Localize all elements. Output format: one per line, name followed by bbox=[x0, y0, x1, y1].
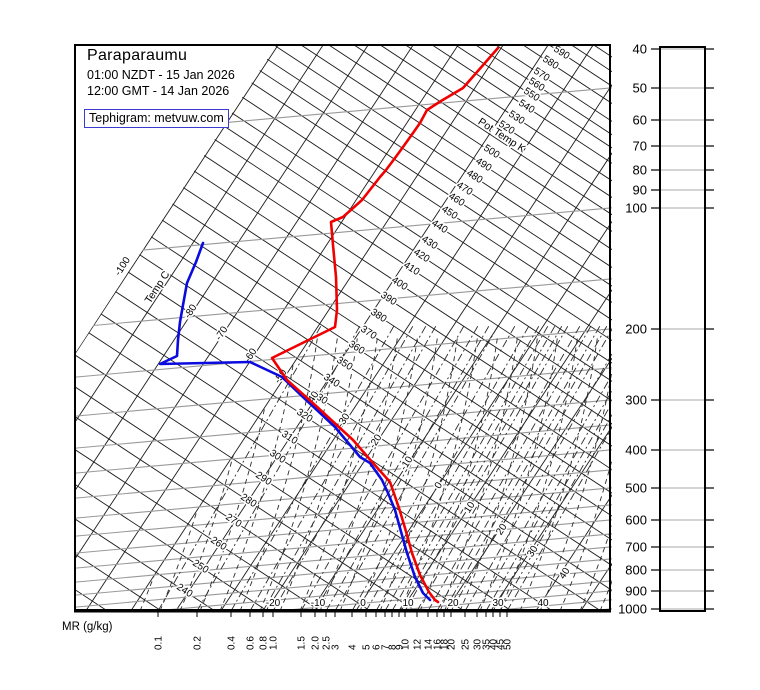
pot-temp-label: 270 bbox=[223, 512, 243, 531]
pot-temp-label: 290 bbox=[253, 470, 273, 489]
mr-tick-label: 9 bbox=[395, 644, 406, 650]
pressure-bar: 40 50 60 70 80 90 100 200 300 400 500 600 700 800 900 1… bbox=[616, 40, 714, 618]
mr-tick-label: 50 bbox=[503, 638, 514, 650]
pressure-tick-label: 300 bbox=[625, 393, 647, 408]
pressure-tick-label: 1000 bbox=[618, 602, 647, 617]
mr-tick-label: 12 bbox=[413, 638, 424, 650]
bottom-temp-label: 0 bbox=[360, 598, 366, 609]
pressure-tick-label: 200 bbox=[625, 322, 647, 337]
pot-temp-label: 300 bbox=[267, 448, 287, 467]
pot-temp-label: 410 bbox=[401, 260, 421, 279]
credit-label: Tephigram: metvuw.com bbox=[89, 111, 224, 125]
mr-tick-label: 6 bbox=[372, 644, 383, 650]
grid-label-layer: 2402502602702802903003103203303403503603… bbox=[111, 42, 574, 610]
mr-tick-label: 16 bbox=[433, 638, 444, 650]
isotherm-label: 20 bbox=[494, 522, 510, 538]
local-time: 01:00 NZDT - 15 Jan 2026 bbox=[87, 68, 235, 82]
bottom-temp-label: 20 bbox=[447, 598, 459, 609]
isotherm-label: 10 bbox=[462, 500, 478, 516]
bottom-temp-label: -20 bbox=[266, 598, 281, 609]
mr-tick-label: 18 bbox=[440, 638, 451, 650]
mr-tick-label: 0.2 bbox=[193, 636, 204, 650]
pressure-tick-label: 500 bbox=[625, 481, 647, 496]
bottom-temp-label: 40 bbox=[537, 598, 549, 609]
mr-tick-label: 5 bbox=[362, 644, 373, 650]
isotherm-label: 30 bbox=[525, 544, 541, 560]
mr-tick-label: 35 bbox=[482, 638, 493, 650]
pot-temp-label: 260 bbox=[208, 535, 228, 554]
mr-tick-label: 2.5 bbox=[322, 636, 333, 650]
station-name: Paraparaumu bbox=[87, 47, 188, 64]
pot-temp-label: 420 bbox=[411, 247, 431, 266]
pressure-tick-label: 100 bbox=[625, 201, 647, 216]
pressure-tick-label: 800 bbox=[625, 563, 647, 578]
pressure-tick-label: 700 bbox=[625, 540, 647, 555]
saturated-adiabats bbox=[139, 334, 612, 612]
mr-axis-title: MR (g/kg) bbox=[62, 621, 113, 633]
bottom-temp-label: 30 bbox=[492, 598, 504, 609]
pot-temp-label: 390 bbox=[378, 290, 398, 309]
utc-time: 12:00 GMT - 14 Jan 2026 bbox=[87, 84, 230, 98]
temperature-trace bbox=[270, 46, 500, 604]
mixing-ratio-lines bbox=[157, 325, 612, 612]
pressure-tick-label: 900 bbox=[625, 584, 647, 599]
pressure-tick-label: 50 bbox=[633, 81, 647, 96]
mr-tick-label: 45 bbox=[496, 638, 507, 650]
pressure-tick-label: 90 bbox=[633, 183, 647, 198]
mr-tick-label: 4 bbox=[348, 644, 359, 650]
pot-temp-label: 360 bbox=[346, 339, 366, 358]
pressure-tick-label: 400 bbox=[625, 443, 647, 458]
bottom-temp-label: -10 bbox=[311, 598, 326, 609]
pot-temp-label: 310 bbox=[279, 429, 299, 448]
mr-tick-label: 25 bbox=[461, 638, 472, 650]
isotherm-label: -100 bbox=[113, 255, 133, 278]
pressure-tick-label: 600 bbox=[625, 513, 647, 528]
mr-tick-label: 0.4 bbox=[227, 636, 238, 650]
pressure-tick-label: 40 bbox=[633, 42, 647, 57]
pressure-tick-label: 80 bbox=[633, 163, 647, 178]
mr-tick-label: 2.0 bbox=[311, 636, 322, 650]
credit-link[interactable]: Tephigram: metvuw.com bbox=[84, 109, 229, 128]
mr-tick-label: 0.8 bbox=[259, 636, 270, 650]
pot-temp-label: 440 bbox=[429, 218, 449, 237]
mr-tick-label: 10 bbox=[401, 638, 412, 650]
mr-tick-label: 14 bbox=[424, 638, 435, 650]
bottom-temp-label: 10 bbox=[402, 598, 414, 609]
mr-tick-label: 8 bbox=[388, 644, 399, 650]
isotherm-label: 40 bbox=[557, 566, 573, 582]
pot-temp-label: 380 bbox=[368, 307, 388, 326]
sounding-traces bbox=[158, 46, 500, 604]
pot-temp-label: 350 bbox=[334, 355, 354, 374]
mr-tick-label: 0.6 bbox=[246, 636, 257, 650]
mr-tick-label: 3 bbox=[331, 644, 342, 650]
header-block: Paraparaumu 01:00 NZDT - 15 Jan 2026 12:… bbox=[87, 47, 235, 98]
mr-tick-label: 1.5 bbox=[297, 636, 308, 650]
pot-temp-label: 250 bbox=[190, 558, 210, 577]
pressure-tick-label: 70 bbox=[633, 139, 647, 154]
mr-tick-label: 40 bbox=[489, 638, 500, 650]
mr-tick-label: 1.0 bbox=[269, 636, 280, 650]
dewpoint-trace bbox=[158, 241, 432, 602]
pressure-tick-label: 60 bbox=[633, 113, 647, 128]
mr-tick-label: 7 bbox=[381, 644, 392, 650]
temp-axis-name: Temp C bbox=[143, 269, 173, 306]
mr-tick-label: 30 bbox=[473, 638, 484, 650]
pot-temp-label: 400 bbox=[389, 275, 409, 294]
mr-tick-label: 0.1 bbox=[154, 636, 165, 650]
mr-tick-label: 20 bbox=[447, 638, 458, 650]
pot-temp-label: 370 bbox=[358, 324, 378, 343]
